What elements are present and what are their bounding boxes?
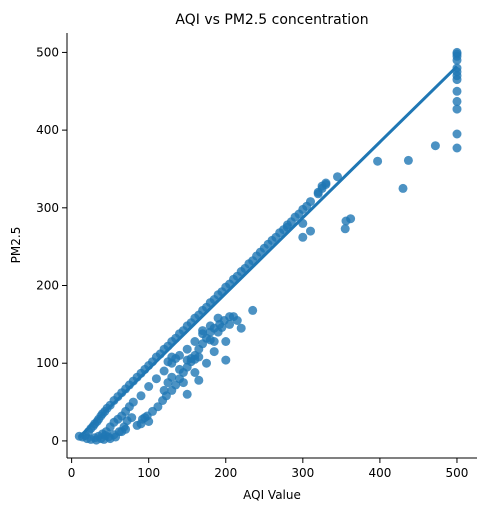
data-point — [182, 344, 192, 354]
data-point — [194, 352, 204, 362]
data-point — [403, 155, 413, 165]
data-point — [151, 374, 161, 384]
y-axis-label: PM2.5 — [9, 227, 23, 264]
data-point — [340, 224, 350, 234]
data-point — [178, 378, 188, 388]
data-point — [209, 347, 219, 357]
data-point — [194, 375, 204, 385]
data-point — [452, 86, 462, 96]
x-tick-label: 200 — [214, 466, 237, 480]
data-point — [209, 337, 219, 346]
data-point — [225, 319, 235, 329]
data-point — [248, 305, 258, 315]
data-point — [136, 391, 146, 401]
x-ticks: 0 100 200 300 400 500 — [68, 458, 469, 480]
x-tick-label: 0 — [68, 466, 76, 480]
data-point — [144, 382, 154, 391]
data-point — [121, 424, 131, 434]
y-tick-label: 0 — [51, 434, 59, 448]
x-tick-label: 400 — [368, 466, 391, 480]
chart-title: AQI vs PM2.5 concentration — [175, 12, 368, 28]
trend-line — [78, 65, 459, 439]
data-point — [153, 402, 163, 412]
data-point — [182, 389, 192, 399]
data-point — [452, 55, 462, 65]
data-point — [306, 226, 315, 236]
data-point — [198, 326, 208, 336]
y-tick-label: 100 — [36, 356, 59, 370]
data-point — [159, 366, 169, 376]
data-point — [232, 316, 242, 325]
x-axis-label: AQI Value — [243, 488, 301, 502]
data-point — [452, 75, 462, 85]
y-tick-label: 200 — [36, 279, 59, 293]
data-point — [159, 385, 169, 395]
data-point — [398, 183, 408, 193]
data-point — [346, 214, 356, 224]
data-point — [175, 364, 184, 374]
x-tick-label: 500 — [446, 466, 469, 480]
data-point — [190, 337, 200, 346]
data-point — [452, 143, 462, 153]
data-point — [190, 368, 200, 377]
y-tick-label: 400 — [36, 123, 59, 137]
data-point — [321, 178, 331, 188]
y-tick-label: 500 — [36, 45, 59, 59]
data-point — [202, 358, 211, 368]
data-point — [298, 232, 308, 242]
x-tick-label: 100 — [137, 466, 160, 480]
y-ticks: 0 100 200 300 400 500 — [36, 45, 67, 448]
data-point — [452, 96, 462, 106]
data-point — [333, 172, 342, 182]
data-point — [127, 413, 137, 423]
data-point — [452, 129, 462, 139]
data-point — [236, 323, 246, 333]
data-point — [306, 197, 315, 207]
data-point — [221, 355, 231, 365]
data-point — [171, 354, 181, 363]
data-point — [430, 141, 440, 151]
x-tick-label: 300 — [291, 466, 314, 480]
data-point — [373, 156, 383, 166]
data-point — [167, 372, 177, 382]
data-point — [221, 337, 231, 346]
data-point — [144, 417, 154, 426]
data-point — [111, 432, 121, 442]
data-point — [217, 323, 227, 332]
data-point — [128, 397, 138, 407]
data-point — [452, 104, 462, 114]
y-tick-label: 300 — [36, 201, 59, 215]
